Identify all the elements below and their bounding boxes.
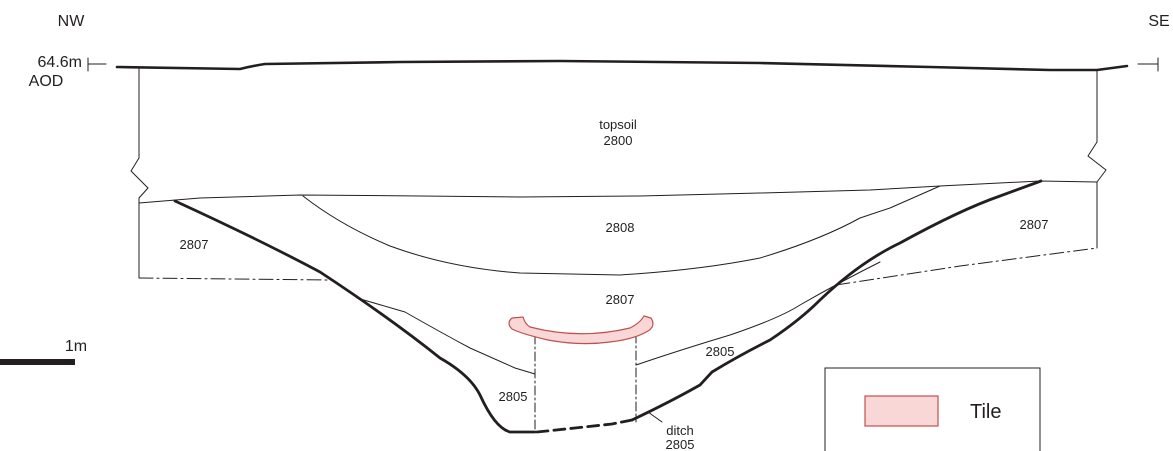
datum-tick-left: [87, 57, 107, 72]
layer-2807-base-right: [835, 247, 1098, 286]
orientation-se-label: SE: [1148, 13, 1169, 30]
scale-bar-label: 1m: [65, 338, 87, 355]
datum-tick-right: [1137, 57, 1159, 72]
layer-2805-top-left: [356, 297, 536, 375]
layer-2807-left-label: 2807: [180, 237, 209, 252]
layer-2807-base-left: [138, 277, 331, 281]
scale-bar: [0, 359, 75, 365]
layer-2808-base-line: [302, 185, 941, 276]
layer-2808-label: 2808: [606, 220, 635, 235]
topsoil-name-label: topsoil: [599, 117, 637, 132]
orientation-nw-label: NW: [58, 13, 86, 30]
section-edge-left: [130, 67, 149, 279]
legend-tile-label: Tile: [970, 401, 1001, 423]
legend-tile-swatch: [864, 395, 939, 427]
section-edge-right: [1087, 69, 1107, 249]
ditch-cut-line-right: [630, 179, 1043, 422]
ditch-id-label: 2805: [666, 437, 695, 451]
layer-2807-right-label: 2807: [1020, 217, 1049, 232]
layer-2805-top-right: [635, 261, 881, 366]
ditch-cut-line-left: [173, 199, 537, 434]
layer-2805-right-label: 2805: [706, 344, 735, 359]
ditch-label-leader: [647, 411, 663, 423]
topsoil-id-label: 2800: [604, 133, 633, 148]
tile-fragment: [508, 315, 654, 345]
ground-surface-line: [115, 59, 1129, 72]
datum-unit-label: AOD: [29, 73, 64, 90]
legend-box: [824, 367, 1041, 451]
ditch-cut-line-base: [535, 418, 634, 434]
datum-height-label: 64.6m: [38, 54, 82, 71]
topsoil-base-line: [138, 180, 1098, 204]
ditch-name-label: ditch: [666, 423, 693, 438]
layer-2805-left-label: 2805: [499, 389, 528, 404]
layer-2807-center-label: 2807: [606, 292, 635, 307]
